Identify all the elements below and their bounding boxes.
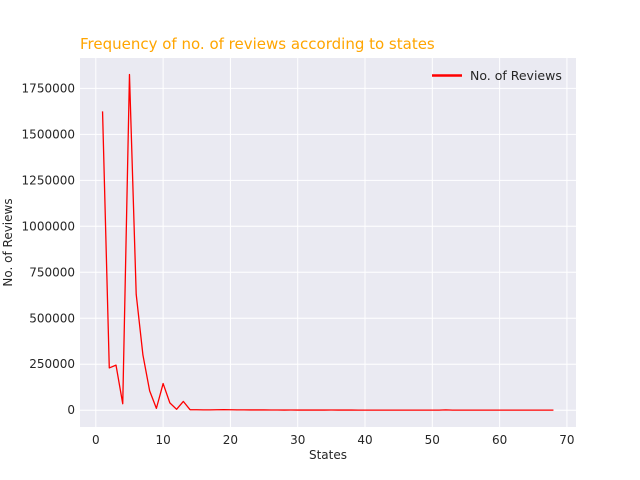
x-axis-label: States bbox=[309, 448, 347, 462]
x-tick-label: 0 bbox=[92, 433, 100, 447]
legend: No. of Reviews bbox=[432, 68, 562, 83]
y-tick-label: 1000000 bbox=[22, 219, 75, 233]
y-tick-label: 1750000 bbox=[22, 81, 75, 95]
y-tick-label: 0 bbox=[67, 403, 75, 417]
y-axis-label: No. of Reviews bbox=[1, 198, 15, 286]
x-tick-label: 30 bbox=[290, 433, 305, 447]
grid-lines bbox=[80, 58, 576, 427]
x-tick-label: 70 bbox=[559, 433, 574, 447]
x-tick-label: 20 bbox=[223, 433, 238, 447]
plot-background bbox=[80, 58, 576, 427]
x-tick-label: 60 bbox=[492, 433, 507, 447]
series-line-no-of-reviews bbox=[101, 73, 554, 411]
legend-label-no-of-reviews: No. of Reviews bbox=[470, 68, 562, 83]
y-tick-label: 1250000 bbox=[22, 173, 75, 187]
tick-labels: 0 10 20 30 40 50 60 70 0 250000 500000 750000 100000… bbox=[22, 81, 575, 447]
y-tick-label: 750000 bbox=[29, 265, 75, 279]
chart-title: Frequency of no. of reviews according to… bbox=[80, 35, 435, 53]
x-tick-label: 50 bbox=[425, 433, 440, 447]
y-tick-label: 250000 bbox=[29, 357, 75, 371]
x-tick-label: 40 bbox=[357, 433, 372, 447]
y-tick-label: 1500000 bbox=[22, 127, 75, 141]
y-tick-label: 500000 bbox=[29, 311, 75, 325]
x-tick-label: 10 bbox=[155, 433, 170, 447]
